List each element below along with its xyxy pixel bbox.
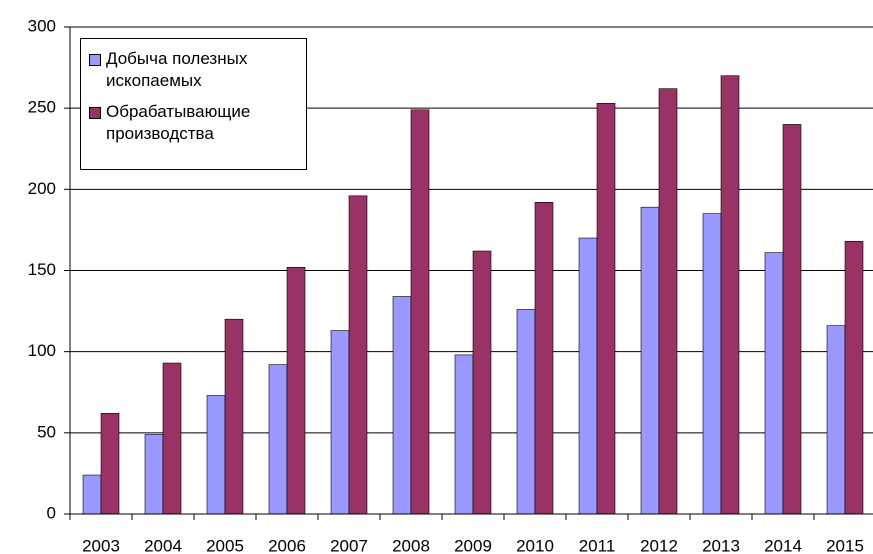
y-tick-label: 150 [28,260,56,279]
legend-label: Добыча полезных ископаемых [106,49,248,90]
x-tick-label: 2006 [268,536,306,554]
bar [702,213,722,515]
x-tick-label: 2009 [454,536,492,554]
bar [658,88,678,515]
x-tick-label: 2014 [764,536,802,554]
bar [782,124,802,515]
bar [826,325,846,515]
legend-swatch [89,54,101,66]
bar [534,202,554,515]
bar [82,474,102,515]
bar [640,206,660,515]
bar [162,362,182,515]
legend-item: Добыча полезных ископаемых [89,48,300,92]
bar [348,195,368,515]
x-tick-label: 2011 [579,536,616,554]
legend: Добыча полезных ископаемых Обрабатывающие… [80,38,307,170]
legend-item: Обрабатывающие производства [89,101,300,145]
x-tick-label: 2015 [826,536,864,554]
bar [100,413,120,515]
bar [844,240,864,515]
bar [454,354,474,515]
bar [516,309,536,515]
legend-label: Обрабатывающие производства [106,102,251,143]
bar [286,266,306,515]
bar [206,395,226,515]
x-tick-label: 2004 [144,536,182,554]
y-tick-label: 200 [28,179,56,198]
x-tick-label: 2005 [206,536,244,554]
x-tick-label: 2008 [392,536,430,554]
x-tick-label: 2010 [516,536,554,554]
y-tick-label: 100 [28,341,56,360]
bar [144,434,164,515]
y-tick-label: 0 [47,503,56,522]
bar [578,237,598,515]
bar [330,330,350,515]
legend-swatch [89,107,101,119]
bar [764,252,784,515]
bar [472,250,492,515]
x-tick-label: 2013 [702,536,740,554]
x-tick-label: 2003 [82,536,120,554]
x-tick-label: 2012 [640,536,678,554]
x-tick-label: 2007 [330,536,368,554]
y-tick-label: 50 [37,422,56,441]
bar [410,109,430,515]
y-tick-label: 250 [28,98,56,117]
bar [224,318,244,515]
y-tick-label: 300 [28,16,56,35]
bar [720,75,740,515]
bar [596,102,616,515]
bar [268,364,288,515]
bar [392,296,412,515]
